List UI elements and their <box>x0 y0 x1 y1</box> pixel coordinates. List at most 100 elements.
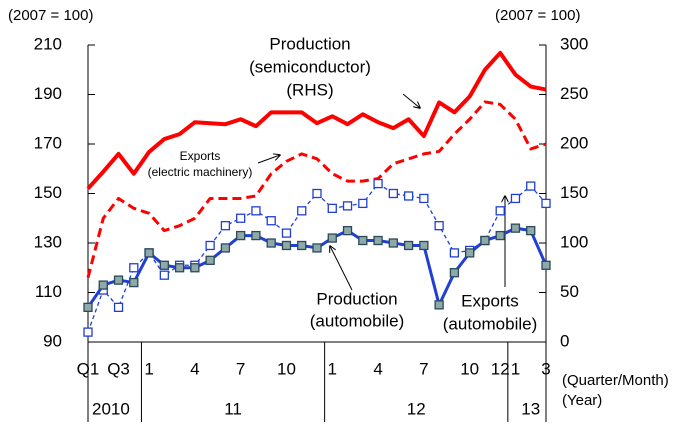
data-point <box>281 240 292 251</box>
data-point <box>495 206 505 216</box>
y-tick-label: 110 <box>35 282 62 301</box>
data-point <box>449 248 460 258</box>
year-axis-label: (Year) <box>562 392 602 409</box>
annotation: Production <box>316 289 397 308</box>
data-point <box>129 263 139 273</box>
data-point <box>480 235 490 246</box>
y2-tick-label: 250 <box>560 84 588 103</box>
x-tick-label: Q3 <box>107 359 130 378</box>
data-point <box>113 302 124 313</box>
data-point <box>83 302 93 313</box>
data-point <box>510 193 521 204</box>
x-tick-label: 7 <box>419 359 428 378</box>
arrow <box>402 93 420 108</box>
y2-tick-label: 50 <box>560 282 579 301</box>
data-point <box>342 225 353 236</box>
data-point <box>113 275 124 285</box>
x-tick-label: 12 <box>491 359 510 378</box>
data-point <box>327 203 337 214</box>
data-point <box>236 230 246 241</box>
y-tick-label: 190 <box>34 84 62 103</box>
data-point <box>526 225 536 236</box>
x-tick-label: Q1 <box>77 359 100 378</box>
x-tick-label: 3 <box>541 359 550 378</box>
x-tick-label: 4 <box>190 359 199 378</box>
data-point <box>434 221 444 231</box>
data-point <box>495 230 505 241</box>
data-point <box>388 238 398 248</box>
series-line <box>86 50 547 190</box>
y-tick-label: 210 <box>34 34 62 53</box>
data-point <box>266 238 276 248</box>
data-point <box>281 228 292 238</box>
year-label: 2010 <box>92 399 130 418</box>
data-point <box>403 191 414 201</box>
x-tick-label: 7 <box>236 359 245 378</box>
data-point <box>403 240 414 251</box>
data-point <box>297 206 307 216</box>
data-point <box>174 263 185 273</box>
data-point <box>449 268 460 278</box>
x-tick-label: 4 <box>373 359 382 378</box>
data-point <box>541 260 551 270</box>
annotation: Exports <box>180 149 221 163</box>
x-axis-label: (Quarter/Month) <box>562 372 669 389</box>
data-point <box>144 248 154 258</box>
arrow <box>257 155 280 164</box>
data-point <box>388 188 398 199</box>
data-point <box>98 280 108 290</box>
x-tick-label: 10 <box>277 359 296 378</box>
data-point <box>220 221 231 231</box>
data-point <box>251 230 261 241</box>
y2-tick-label: 300 <box>560 34 588 53</box>
data-point <box>312 243 322 253</box>
series <box>83 223 551 313</box>
data-point <box>327 233 337 243</box>
x-tick-label: 10 <box>460 359 479 378</box>
data-point <box>297 240 307 251</box>
data-point <box>373 235 383 246</box>
y2-tick-label: 100 <box>560 232 588 251</box>
y-tick-label: 90 <box>43 331 62 350</box>
x-tick-label: 1 <box>511 359 520 378</box>
y2-tick-label: 150 <box>560 183 588 202</box>
data-point <box>205 240 215 251</box>
annotation: Production <box>269 34 350 53</box>
y2-axis-label: (2007 = 100) <box>495 7 580 24</box>
y-axis-label: (2007 = 100) <box>8 7 93 24</box>
data-point <box>83 327 93 337</box>
year-label: 12 <box>407 399 426 418</box>
annotation: (automobile) <box>310 311 405 330</box>
y-tick-label: 130 <box>34 232 62 251</box>
annotation: (electric machinery) <box>148 165 253 179</box>
data-point <box>526 181 536 191</box>
data-point <box>159 260 169 270</box>
data-point <box>434 300 444 310</box>
data-point <box>251 206 261 216</box>
data-point <box>541 198 551 209</box>
data-point <box>190 263 200 273</box>
data-point <box>342 201 353 211</box>
data-point <box>510 223 521 233</box>
year-label: 13 <box>521 399 540 418</box>
data-point <box>358 198 368 209</box>
series <box>86 50 547 190</box>
data-point <box>419 240 429 251</box>
annotation: (automobile) <box>443 314 538 333</box>
series-line <box>86 100 547 279</box>
data-point <box>373 178 383 189</box>
data-point <box>419 193 429 204</box>
data-point <box>236 213 246 223</box>
arrow <box>330 246 353 291</box>
year-label: 11 <box>224 399 242 418</box>
series <box>86 100 547 279</box>
data-point <box>205 255 215 265</box>
x-tick-label: 1 <box>328 359 337 378</box>
data-point <box>129 277 139 288</box>
annotation: (semiconductor) <box>249 57 371 76</box>
data-point <box>159 270 169 280</box>
data-point <box>220 243 231 253</box>
data-point <box>266 216 276 226</box>
